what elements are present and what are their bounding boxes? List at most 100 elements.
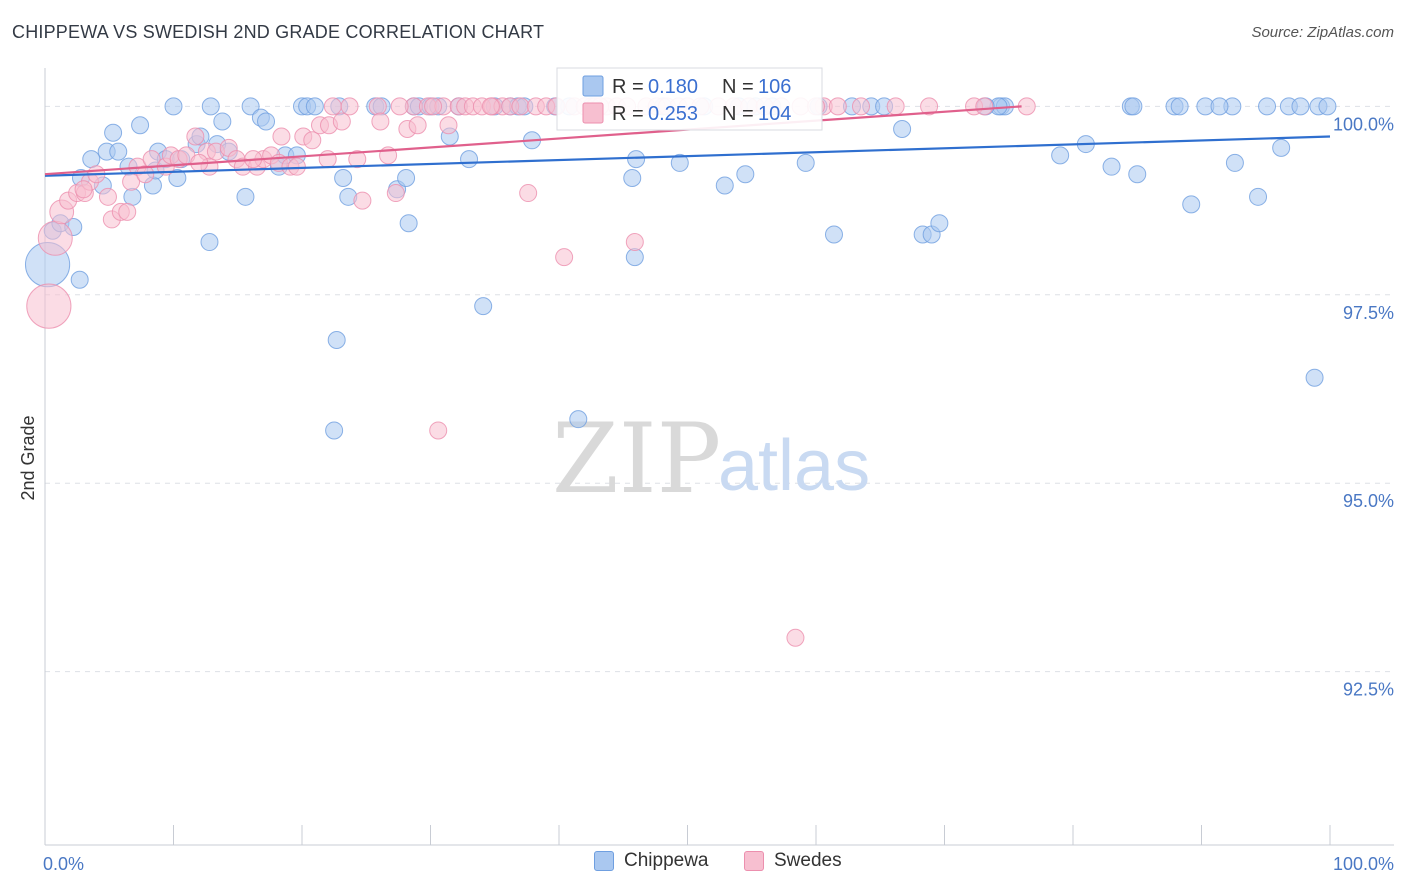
y-tick-label-1: 97.5% <box>1343 303 1394 323</box>
point-swedes-67 <box>555 248 574 267</box>
point-chippewa-90 <box>1051 146 1070 165</box>
point-chippewa-18 <box>164 97 183 116</box>
point-chippewa-12 <box>123 187 142 206</box>
x-tick-label-0: 0.0% <box>43 854 84 874</box>
point-chippewa-66 <box>625 248 644 267</box>
point-swedes-11 <box>118 202 137 221</box>
legend-r-label-swedes: R = <box>612 103 644 125</box>
point-swedes-8 <box>98 187 117 206</box>
point-swedes-86 <box>786 628 805 647</box>
point-chippewa-73 <box>736 165 755 184</box>
legend-label-swedes: Swedes <box>774 850 842 871</box>
point-chippewa-92 <box>1102 157 1121 176</box>
point-chippewa-6 <box>82 150 101 169</box>
trend-lines <box>44 105 1331 177</box>
point-chippewa-85 <box>930 214 949 233</box>
point-swedes-38 <box>323 97 342 116</box>
point-chippewa-109 <box>1210 97 1229 116</box>
point-chippewa-4 <box>70 270 89 289</box>
point-swedes-91 <box>886 97 905 116</box>
point-swedes-50 <box>408 116 427 135</box>
point-chippewa-47 <box>399 214 418 233</box>
point-swedes-31 <box>272 127 291 146</box>
point-chippewa-28 <box>236 187 255 206</box>
legend-item-chippewa[interactable]: Chippewa <box>594 850 709 872</box>
watermark: ZIP atlas <box>552 403 870 515</box>
point-swedes-1 <box>37 220 73 256</box>
point-chippewa-69 <box>670 153 689 172</box>
point-swedes-44 <box>368 97 387 116</box>
point-swedes-45 <box>371 112 390 131</box>
point-chippewa-40 <box>325 421 344 440</box>
point-chippewa-63 <box>569 410 588 429</box>
point-chippewa-94 <box>1124 97 1143 116</box>
x-tick-label-1: 100.0% <box>1333 854 1394 874</box>
point-swedes-95 <box>975 97 994 116</box>
point-swedes-74 <box>625 233 644 252</box>
point-chippewa-19 <box>168 168 187 187</box>
point-chippewa-38 <box>327 331 346 350</box>
point-swedes-42 <box>348 150 367 169</box>
series-legend: Chippewa Swedes <box>0 850 1406 880</box>
point-swedes-47 <box>386 184 405 203</box>
point-chippewa-97 <box>1182 195 1201 214</box>
point-chippewa-37 <box>305 97 324 116</box>
legend-swatch-chippewa <box>582 75 604 97</box>
point-chippewa-23 <box>200 233 219 252</box>
point-swedes-41 <box>340 97 359 116</box>
legend-label-chippewa: Chippewa <box>624 850 709 871</box>
legend-r-value-chippewa: 0.180 <box>648 76 698 98</box>
point-chippewa-100 <box>1249 187 1268 206</box>
point-chippewa-76 <box>796 153 815 172</box>
point-swedes-14 <box>136 165 155 184</box>
legend-swatch-chippewa-bottom <box>594 851 614 871</box>
source-label: Source: ZipAtlas.com <box>1251 24 1394 41</box>
point-swedes-98 <box>481 97 500 116</box>
point-chippewa-29 <box>241 97 260 116</box>
point-swedes-100 <box>390 97 409 116</box>
legend-n-label-chippewa: N = <box>722 76 754 98</box>
point-swedes-52 <box>429 421 448 440</box>
point-swedes-35 <box>303 131 322 150</box>
y-tick-label-2: 95.0% <box>1343 491 1394 511</box>
point-chippewa-55 <box>474 297 493 316</box>
trend-line-chippewa <box>44 135 1331 177</box>
point-swedes-99 <box>424 97 443 116</box>
point-chippewa-41 <box>334 168 353 187</box>
y-tick-labels: 100.0% 97.5% 95.0% 92.5% <box>1333 114 1394 699</box>
legend-n-value-swedes: 104 <box>758 103 791 125</box>
legend-swatch-swedes <box>582 102 604 124</box>
point-swedes-62 <box>511 97 530 116</box>
point-swedes-40 <box>332 112 351 131</box>
point-chippewa-26 <box>213 112 232 131</box>
point-swedes-33 <box>287 157 306 176</box>
point-chippewa-67 <box>627 150 646 169</box>
point-chippewa-9 <box>104 123 123 142</box>
y-tick-label-0: 100.0% <box>1333 114 1394 134</box>
point-swedes-20 <box>186 127 205 146</box>
point-chippewa-99 <box>1225 153 1244 172</box>
legend-item-swedes[interactable]: Swedes <box>744 850 842 872</box>
point-chippewa-46 <box>397 168 416 187</box>
y-tick-label-3: 92.5% <box>1343 680 1394 700</box>
point-chippewa-71 <box>715 176 734 195</box>
point-chippewa-13 <box>131 116 150 135</box>
legend-r-label-chippewa: R = <box>612 76 644 98</box>
axes <box>44 68 1394 846</box>
legend-r-value-swedes: 0.253 <box>648 103 698 125</box>
legend-swatch-swedes-bottom <box>744 851 764 871</box>
y-axis-label: 2nd Grade <box>18 415 38 500</box>
legend-n-value-chippewa: 106 <box>758 76 791 98</box>
point-swedes-63 <box>519 184 538 203</box>
point-swedes-90 <box>851 97 870 116</box>
point-swedes-102 <box>74 180 93 199</box>
point-chippewa-103 <box>1291 97 1310 116</box>
point-chippewa-10 <box>109 142 128 161</box>
legend-n-label-swedes: N = <box>722 103 754 125</box>
trend-line-swedes <box>44 105 1022 176</box>
point-swedes-43 <box>353 191 372 210</box>
point-swedes-92 <box>920 97 939 116</box>
point-chippewa-101 <box>1258 97 1277 116</box>
watermark-atlas: atlas <box>718 426 870 506</box>
point-swedes-89 <box>828 97 847 116</box>
